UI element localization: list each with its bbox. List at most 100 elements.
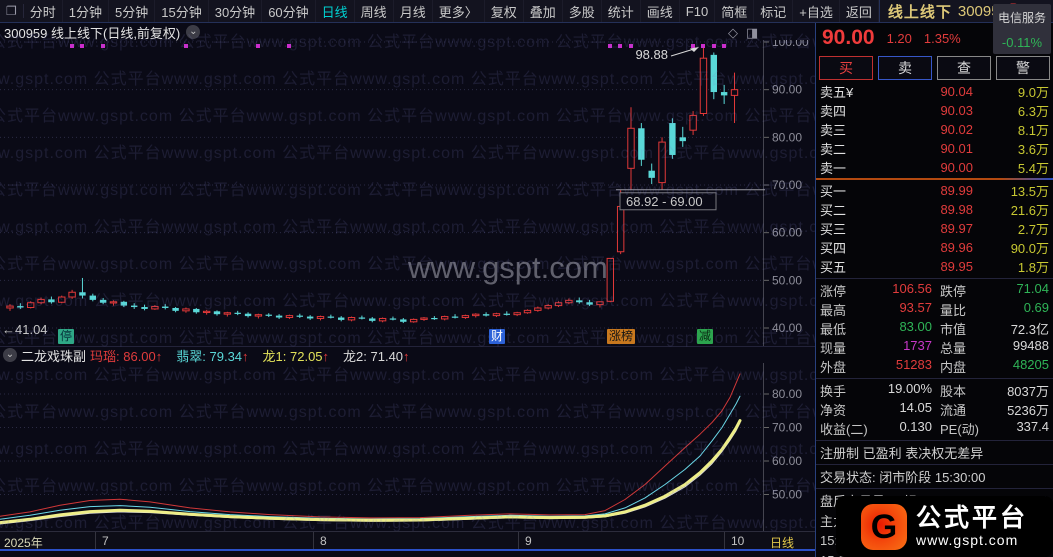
alert-button[interactable]: 警 (996, 56, 1050, 80)
window-icon[interactable]: ❐ (0, 4, 24, 18)
indicator-chart[interactable]: 80.00 70.00 60.00 50.00 (0, 363, 815, 531)
svg-text:50.00: 50.00 (772, 273, 802, 287)
bid-row[interactable]: 买四 89.96 90.0万 (820, 240, 1049, 256)
svg-text:70.00: 70.00 (772, 421, 802, 435)
time-axis: 2025年 日线 7 8 9 10 (0, 531, 815, 550)
indicator-value-玛瑙: 玛瑙: 86.00↑ (90, 348, 163, 364)
month-label-8: 8 (320, 534, 327, 548)
ask-row[interactable]: 卖一 90.00 5.4万 (820, 160, 1049, 176)
indicator-chart-canvas[interactable]: 80.00 70.00 60.00 50.00 (0, 363, 815, 531)
note-row: 交易状态: 闭市阶段 15:30:00 (820, 470, 986, 485)
note-row: 注册制 已盈利 表决权无差异 (820, 446, 984, 461)
stat-row: 换手 19.00% 股本 8037万 (820, 381, 1049, 399)
tool-menu: 复权 叠加 多股 统计 画线 F10 简框 标记 +自选 返回 (485, 0, 879, 22)
period-tab-更多〉[interactable]: 更多〉 (433, 0, 485, 22)
indicator-value-龙1: 龙1: 72.05↑ (262, 348, 330, 364)
sector-tile[interactable]: 电信服务 -0.11% (993, 4, 1051, 54)
last-price: 90.00 (822, 26, 875, 49)
sector-change: -0.11% (1001, 34, 1043, 50)
chart-region: 300959 线上线下(日线,前复权) ⌄ ◇ ◨ 100.00 90.00 80.0… (0, 22, 815, 557)
diamond-icon[interactable]: ◇ (728, 25, 738, 40)
stat-row: 现量 1737 总量 99488 (820, 338, 1049, 356)
tool-简框[interactable]: 简框 (715, 0, 755, 22)
order-book: 卖五¥ 90.04 9.0万 卖四 90.03 6.3万 卖三 90.02 8.1万 卖二 90.0… (816, 82, 1053, 276)
svg-text:←41.04: ←41.04 (2, 322, 48, 337)
bid-row[interactable]: 买三 89.97 2.7万 (820, 221, 1049, 237)
svg-text:80.00: 80.00 (772, 130, 802, 144)
indicator-legend: 玛瑙: 86.00↑ 翡翠: 79.34↑ 龙1: 72.05↑ 龙2: 71.40↑ (90, 346, 410, 365)
tool-叠加[interactable]: 叠加 (524, 0, 563, 22)
tool-复权[interactable]: 复权 (485, 0, 524, 22)
event-badge-财[interactable]: 财 (489, 329, 506, 344)
buy-button[interactable]: 买 (819, 56, 873, 80)
stat-row: 最低 83.00 市值 72.3亿 (820, 319, 1049, 337)
ask-row[interactable]: 卖五¥ 90.04 9.0万 (820, 84, 1049, 100)
svg-text:68.92 - 69.00: 68.92 - 69.00 (626, 194, 703, 209)
tool-+自选[interactable]: +自选 (793, 0, 840, 22)
svg-text:60.00: 60.00 (772, 226, 802, 240)
covered-row: 15:2 (816, 550, 1053, 557)
tool-返回[interactable]: 返回 (840, 0, 879, 22)
svg-text:80.00: 80.00 (772, 387, 802, 401)
month-label-9: 9 (525, 534, 532, 548)
bid-row[interactable]: 买二 89.98 21.6万 (820, 202, 1049, 218)
period-tab-月线[interactable]: 月线 (394, 0, 433, 22)
event-badge-减[interactable]: 减 (697, 329, 714, 344)
chart-title: 300959 线上线下(日线,前复权) (4, 25, 181, 41)
period-tab-60分钟[interactable]: 60分钟 (262, 0, 316, 22)
ask-row[interactable]: 卖四 90.03 6.3万 (820, 103, 1049, 119)
panel-toggle-icon[interactable]: ◨ (746, 25, 759, 40)
query-button[interactable]: 查 (937, 56, 991, 80)
indicator-collapse-icon[interactable]: ⌄ (3, 348, 17, 362)
tool-标记[interactable]: 标记 (754, 0, 794, 22)
top-menubar: ❐ 分时 1分钟 5分钟 15分钟 30分钟 60分钟 日线 周线 月线 更多〉 复权 叠加 多股 统计… (0, 0, 1053, 23)
stat-row: 外盘 51283 内盘 48205 (820, 357, 1049, 375)
stat-row: 涨停 106.56 跌停 71.04 (820, 281, 1049, 299)
main-candlestick-chart[interactable]: 100.00 90.00 80.00 70.00 60.00 50.00 40.00 98.8… (0, 35, 815, 346)
tool-统计[interactable]: 统计 (602, 0, 641, 22)
indicator-value-龙2: 龙2: 71.40↑ (343, 348, 410, 364)
tool-F10[interactable]: F10 (680, 0, 716, 22)
svg-text:50.00: 50.00 (772, 488, 802, 502)
stat-row: 最高 93.57 量比 0.69 (820, 300, 1049, 318)
main-chart-canvas[interactable]: 100.00 90.00 80.00 70.00 60.00 50.00 40.00 98.8… (0, 35, 815, 346)
indicator-value-翡翠: 翡翠: 79.34↑ (176, 348, 249, 364)
axis-period-label: 日线 (770, 536, 795, 550)
month-label-10: 10 (731, 534, 745, 548)
chart-title-row: 300959 线上线下(日线,前复权) ⌄ (4, 23, 201, 41)
indicator-header[interactable]: ⌄ 二龙戏珠副 玛瑙: 86.00↑ 翡翠: 79.34↑ 龙1: 72.05↑ 龙2… (0, 346, 815, 365)
period-tab-15分钟[interactable]: 15分钟 (155, 0, 209, 22)
period-tab-30分钟[interactable]: 30分钟 (209, 0, 263, 22)
price-row: 90.00 1.20 1.35% (816, 22, 1053, 54)
stat-row: 净资 14.05 流通 5236万 (820, 400, 1049, 418)
svg-text:100.00: 100.00 (772, 40, 809, 49)
gspt-logo-icon: G (860, 503, 907, 550)
event-badge-停[interactable]: 停 (58, 329, 75, 344)
svg-text:60.00: 60.00 (772, 454, 802, 468)
stock-name: 线上线下 (887, 3, 952, 21)
period-tabs: 分时 1分钟 5分钟 15分钟 30分钟 60分钟 日线 周线 月线 更多〉 (24, 0, 485, 22)
action-buttons: 买卖查警 (816, 54, 1053, 82)
svg-text:98.88: 98.88 (635, 47, 668, 62)
period-tab-日线[interactable]: 日线 (316, 0, 355, 22)
ask-row[interactable]: 卖三 90.02 8.1万 (820, 122, 1049, 138)
bottom-border-line (0, 549, 815, 551)
price-change: 1.20 (886, 30, 912, 46)
period-tab-5分钟[interactable]: 5分钟 (109, 0, 156, 22)
sector-name: 电信服务 (997, 10, 1046, 25)
period-tab-1分钟[interactable]: 1分钟 (63, 0, 110, 22)
indicator-name: 二龙戏珠副 (21, 348, 87, 364)
period-tab-周线[interactable]: 周线 (355, 0, 394, 22)
gspt-url: www.gspt.com (915, 531, 1019, 548)
period-tab-分时[interactable]: 分时 (24, 0, 63, 22)
tool-多股[interactable]: 多股 (563, 0, 602, 22)
sell-button[interactable]: 卖 (878, 56, 932, 80)
ask-row[interactable]: 卖二 90.01 3.6万 (820, 141, 1049, 157)
svg-text:70.00: 70.00 (772, 178, 802, 192)
bid-row[interactable]: 买一 89.99 13.5万 (820, 183, 1049, 199)
tool-画线[interactable]: 画线 (641, 0, 680, 22)
collapse-icon[interactable]: ⌄ (186, 25, 201, 39)
event-badge-涨榜[interactable]: 涨榜 (607, 329, 636, 344)
bid-row[interactable]: 买五 89.95 1.8万 (820, 259, 1049, 275)
